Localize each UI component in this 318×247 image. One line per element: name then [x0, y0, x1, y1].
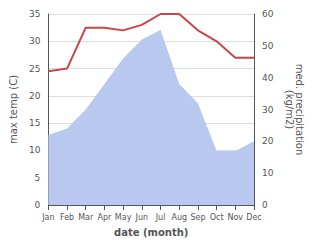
svg-text:Nov: Nov [227, 213, 243, 222]
svg-text:0: 0 [35, 200, 41, 210]
svg-text:(kg/m2): (kg/m2) [284, 90, 295, 130]
svg-text:35: 35 [29, 9, 40, 19]
svg-text:med. precipitation: med. precipitation [293, 63, 305, 156]
svg-text:10: 10 [262, 168, 274, 178]
svg-text:25: 25 [29, 64, 40, 74]
svg-text:Apr: Apr [98, 213, 113, 222]
svg-text:30: 30 [262, 105, 274, 115]
svg-text:10: 10 [29, 145, 41, 155]
svg-text:Jul: Jul [155, 213, 166, 222]
svg-text:15: 15 [29, 118, 40, 128]
svg-text:Mar: Mar [78, 213, 94, 222]
svg-text:Aug: Aug [171, 213, 187, 222]
svg-text:max temp (C): max temp (C) [8, 75, 19, 144]
svg-text:50: 50 [262, 41, 274, 51]
svg-text:Jun: Jun [135, 213, 149, 222]
svg-text:Dec: Dec [246, 213, 261, 222]
svg-text:60: 60 [262, 9, 274, 19]
svg-text:40: 40 [262, 73, 274, 83]
svg-text:Oct: Oct [210, 213, 224, 222]
svg-text:5: 5 [35, 173, 41, 183]
svg-text:Feb: Feb [60, 213, 74, 222]
svg-text:May: May [115, 213, 132, 222]
svg-text:date (month): date (month) [114, 227, 188, 238]
svg-text:0: 0 [262, 200, 268, 210]
svg-text:20: 20 [29, 91, 41, 101]
svg-text:20: 20 [262, 136, 274, 146]
svg-text:Sep: Sep [190, 213, 205, 222]
svg-text:Jan: Jan [41, 213, 54, 222]
svg-text:30: 30 [29, 36, 41, 46]
